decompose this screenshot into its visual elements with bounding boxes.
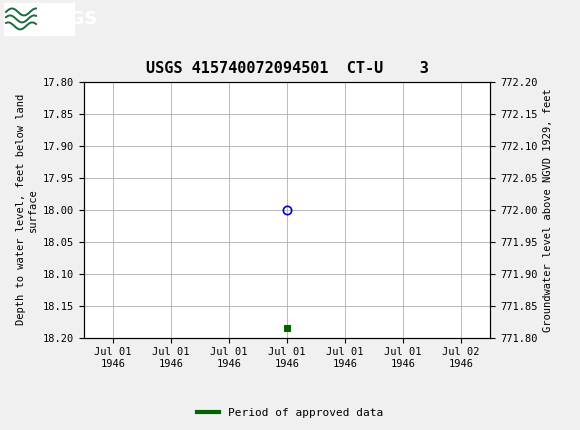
Text: USGS: USGS — [42, 10, 97, 28]
Title: USGS 415740072094501  CT-U    3: USGS 415740072094501 CT-U 3 — [146, 61, 429, 77]
Y-axis label: Groundwater level above NGVD 1929, feet: Groundwater level above NGVD 1929, feet — [543, 88, 553, 332]
Y-axis label: Depth to water level, feet below land
surface: Depth to water level, feet below land su… — [16, 94, 38, 325]
Legend: Period of approved data: Period of approved data — [193, 403, 387, 422]
FancyBboxPatch shape — [4, 3, 74, 35]
